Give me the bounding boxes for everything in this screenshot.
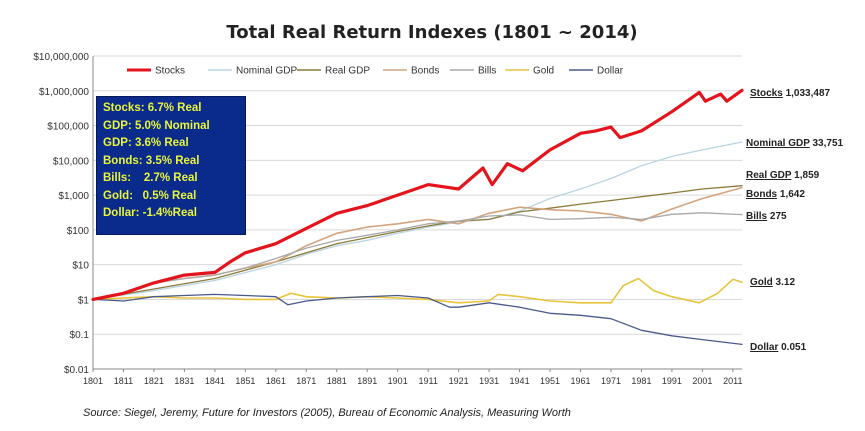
series-line-dollar <box>92 293 743 346</box>
source-note: Source: Siegel, Jeremy, Future for Inves… <box>83 407 571 419</box>
series-line-gold <box>92 277 743 304</box>
x-tick-label: 1811 <box>114 376 133 386</box>
x-tick-label: 1821 <box>144 376 164 386</box>
end-labels: Stocks 1,033,487 Nominal GDP 33,751 Real G… <box>746 88 844 353</box>
growth-rate-line: Bonds: 3.5% Real <box>103 154 200 167</box>
y-tick-label: $100 <box>67 226 90 237</box>
series-line-nominal-gdp <box>92 141 743 301</box>
axes: $10,000,000 $1,000,000 $100,000 $10,000 $1,0… <box>33 52 742 386</box>
x-tick-label: 1931 <box>479 376 499 386</box>
series-line-stocks <box>91 88 744 301</box>
y-tick-label: $100,000 <box>47 122 89 133</box>
x-tick-label: 1971 <box>601 376 621 386</box>
legend-label: Real GDP <box>325 66 370 77</box>
x-tick-label: 1881 <box>327 376 347 386</box>
x-tick-label: 1871 <box>296 376 316 386</box>
x-tick-label: 2011 <box>723 376 742 386</box>
end-label-bonds: Bonds 1,642 <box>746 189 805 200</box>
growth-rate-line: Dollar: -1.4%Real <box>103 207 197 219</box>
x-tick-label: 1801 <box>83 376 103 386</box>
growth-rate-line: GDP: 5.0% Nominal <box>103 119 210 132</box>
y-tick-label: $1,000,000 <box>39 87 89 98</box>
growth-rates-box: Stocks: 6.7% Real GDP: 5.0% Nominal GDP: 3… <box>96 96 246 235</box>
y-tick-label: $0.01 <box>64 365 89 376</box>
x-tick-label: 1891 <box>357 376 377 386</box>
legend: Stocks Nominal GDP Real GDP Bonds Bills Gold D… <box>127 66 624 77</box>
end-label-real-gdp: Real GDP 1,859 <box>746 170 820 181</box>
y-tick-label: $0.1 <box>70 330 90 341</box>
legend-label: Gold <box>533 66 554 77</box>
end-label-gold: Gold 3.12 <box>750 277 795 288</box>
series-line-bills <box>92 212 743 301</box>
growth-rate-line: Stocks: 6.7% Real <box>103 102 202 114</box>
x-tick-label: 1861 <box>266 376 286 386</box>
legend-label: Bills <box>478 66 496 77</box>
legend-label: Stocks <box>155 66 185 77</box>
end-label-nominal-gdp: Nominal GDP 33,751 <box>746 138 844 149</box>
legend-label: Nominal GDP <box>236 66 297 77</box>
growth-rate-line: Gold: 0.5% Real <box>103 189 197 202</box>
y-tick-label: $10,000 <box>53 156 90 167</box>
x-tick-label: 1941 <box>510 376 530 386</box>
x-tick-label: 1981 <box>631 376 651 386</box>
legend-label: Bonds <box>411 66 439 77</box>
chart-title: Total Real Return Indexes (1801 ~ 2014) <box>226 22 637 43</box>
x-tick-label: 1991 <box>662 376 682 386</box>
x-tick-label: 1961 <box>570 376 590 386</box>
x-tick-label: 2001 <box>692 376 712 386</box>
x-tick-label: 1841 <box>205 376 225 386</box>
x-tick-label: 1911 <box>418 376 437 386</box>
series-lines <box>91 88 744 346</box>
x-tick-label: 1901 <box>388 376 408 386</box>
x-tick-label: 1831 <box>174 376 194 386</box>
growth-rate-line: Bills: 2.7% Real <box>103 172 198 184</box>
x-tick-label: 1851 <box>235 376 255 386</box>
y-tick-label: $1,000 <box>58 191 89 202</box>
end-label-stocks: Stocks 1,033,487 <box>750 88 831 99</box>
y-tick-label: $10,000,000 <box>33 52 89 63</box>
x-tick-label: 1951 <box>540 376 560 386</box>
growth-rate-line: GDP: 3.6% Real <box>103 137 189 149</box>
end-label-dollar: Dollar 0.051 <box>750 342 807 353</box>
legend-label: Dollar <box>597 66 624 77</box>
end-label-bills: Bills 275 <box>746 211 787 222</box>
y-tick-label: $10 <box>72 261 89 272</box>
y-tick-label: $1 <box>78 295 90 306</box>
x-tick-label: 1921 <box>449 376 469 386</box>
